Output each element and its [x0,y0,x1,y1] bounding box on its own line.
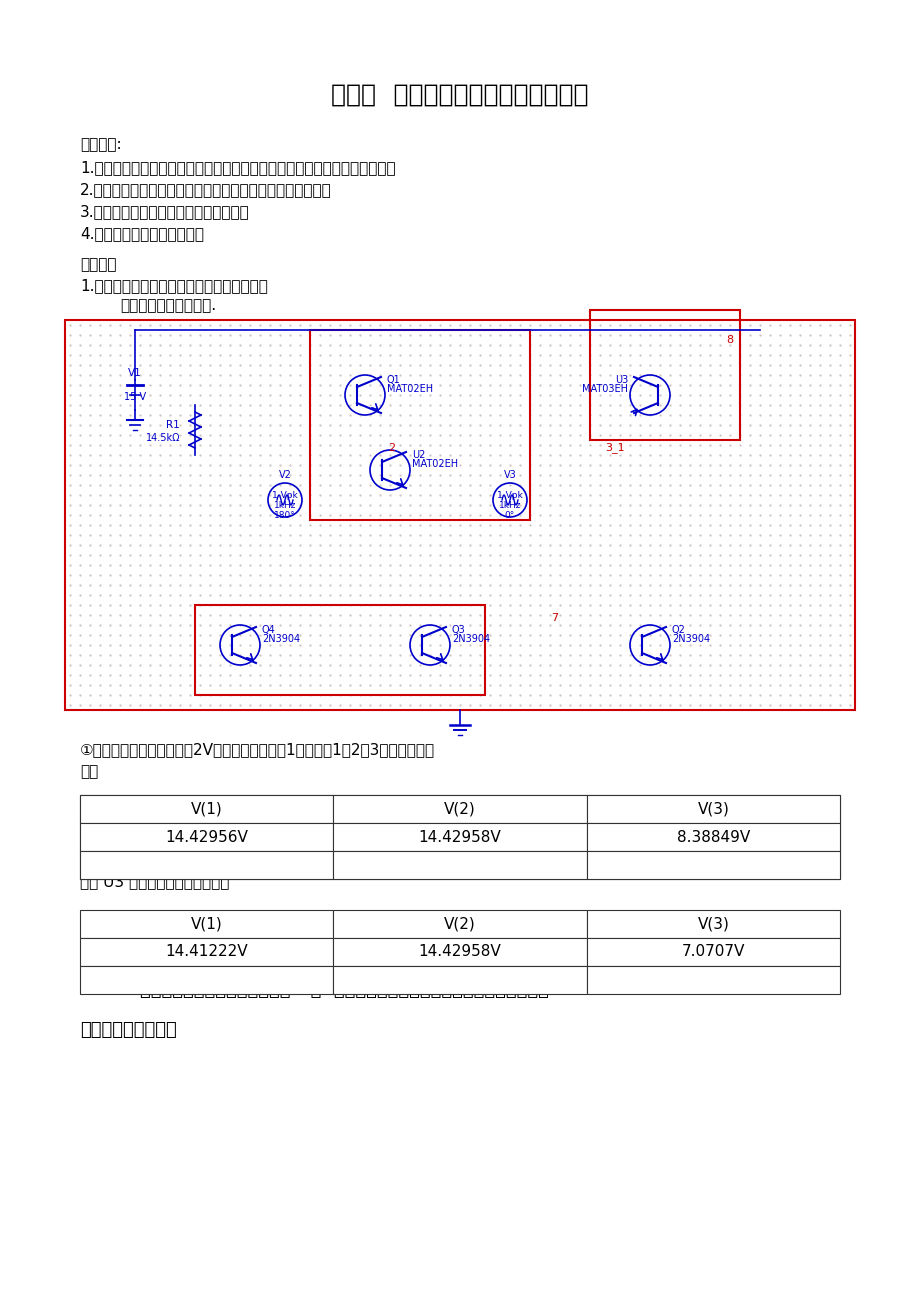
Text: MAT02EH: MAT02EH [412,460,458,469]
Bar [586,852,839,879]
Text: V(3): V(3) [697,917,729,931]
Text: 并使工作点更稳定。: 并使工作点更稳定。 [80,1021,176,1039]
Text: MAT02EH: MAT02EH [387,384,433,395]
Text: V3: V3 [503,470,516,480]
Text: 1.掌握多级放大器的设计，通过仿真了解集成运算放大器内部核心电路结构。: 1.掌握多级放大器的设计，通过仿真了解集成运算放大器内部核心电路结构。 [80,160,395,176]
Text: 1.多级放大器的基本结构及直流工作点设计。: 1.多级放大器的基本结构及直流工作点设计。 [80,279,267,293]
Text: 可见采用单管后，输出直流电压 V（3）减小；而采用两只管子能提高直流工作点，: 可见采用单管后，输出直流电压 V（3）减小；而采用两只管子能提高直流工作点， [140,980,549,999]
Text: V2: V2 [278,470,291,480]
Bar [586,937,839,966]
Bar [80,796,333,823]
Text: 8.38849V: 8.38849V [676,829,749,845]
Text: 2N3904: 2N3904 [262,634,300,644]
Text: 8: 8 [726,335,732,345]
Text: 14.42958V: 14.42958V [418,944,501,960]
Bar [589,310,739,440]
Text: 实验内容: 实验内容 [80,258,117,272]
Bar [333,796,586,823]
Bar [80,852,333,879]
Text: U2: U2 [412,450,425,460]
Bar [586,910,839,937]
Text: V(1): V(1) [190,917,222,931]
Text: R1: R1 [166,421,180,430]
Text: 14.41222V: 14.41222V [165,944,248,960]
Text: 2N3904: 2N3904 [451,634,490,644]
Bar [333,852,586,879]
Text: 2: 2 [388,443,395,453]
Bar [80,852,839,879]
Text: U3: U3 [614,375,628,385]
Text: Q3: Q3 [451,625,465,635]
Text: 1 Vpk: 1 Vpk [272,491,298,500]
Text: V(1): V(1) [190,802,222,816]
Text: Q4: Q4 [262,625,276,635]
Text: 14.42958V: 14.42958V [418,829,501,845]
Bar [195,605,484,695]
Bar [586,796,839,823]
Bar [65,320,854,710]
Text: 4.掌握反馈对放大器的影响。: 4.掌握反馈对放大器的影响。 [80,227,204,241]
Bar [333,910,586,937]
Text: 14.5kΩ: 14.5kΩ [145,434,180,443]
Bar [80,937,333,966]
Bar [586,966,839,993]
Text: 3_1: 3_1 [605,443,624,453]
Bar [80,823,333,852]
Bar [586,823,839,852]
Bar [333,937,586,966]
Bar [80,966,333,993]
Bar [333,966,586,993]
Text: 7.0707V: 7.0707V [681,944,744,960]
Text: 15 V: 15 V [124,392,146,402]
Bar [333,823,586,852]
Bar [80,796,839,823]
Text: MAT03EH: MAT03EH [582,384,628,395]
Text: 14.42956V: 14.42956V [165,829,248,845]
Bar [80,910,333,937]
Bar [310,329,529,519]
Bar [80,823,839,852]
Text: 2N3904: 2N3904 [671,634,709,644]
Text: V(2): V(2) [444,802,475,816]
Text: ②若输出级 PNP 管只用差分对管 U3 的一只管子，则放大器的输出直流电压为多少？: ②若输出级 PNP 管只用差分对管 U3 的一只管子，则放大器的输出直流电压为多… [80,853,456,867]
Text: 7: 7 [550,613,558,622]
Text: 实验六  多级放大器的频率补偿和反馈: 实验六 多级放大器的频率补偿和反馈 [331,83,588,107]
Text: 1kHz: 1kHz [274,500,296,509]
Text: V1: V1 [128,368,142,378]
Text: 1 Vpk: 1 Vpk [496,491,522,500]
Text: 给出 U3 种采用两只管子的原因。: 给出 U3 种采用两只管子的原因。 [80,875,229,889]
Text: 3.熟悉多级放大器的频率补偿基本方法。: 3.熟悉多级放大器的频率补偿基本方法。 [80,204,249,220]
Text: V(2): V(2) [444,917,475,931]
Text: 实验目的:: 实验目的: [80,138,121,152]
Text: 基本的多级放大器如图.: 基本的多级放大器如图. [119,298,216,314]
Text: 压。: 压。 [80,764,98,780]
Text: ①若输入信号的直流电压为2V，通过仿真得到图1中得节点1，2和3的直流工作电: ①若输入信号的直流电压为2V，通过仿真得到图1中得节点1，2和3的直流工作电 [80,742,435,758]
Text: 2.掌握多级放大器基本电参数的定义，掌握基本的仿真方法。: 2.掌握多级放大器基本电参数的定义，掌握基本的仿真方法。 [80,182,332,198]
Text: Q1: Q1 [387,375,401,385]
Text: V(3): V(3) [697,802,729,816]
Text: 0°: 0° [505,510,515,519]
Text: 1kHz: 1kHz [498,500,521,509]
Text: 180°: 180° [274,510,296,519]
Text: Q2: Q2 [671,625,686,635]
